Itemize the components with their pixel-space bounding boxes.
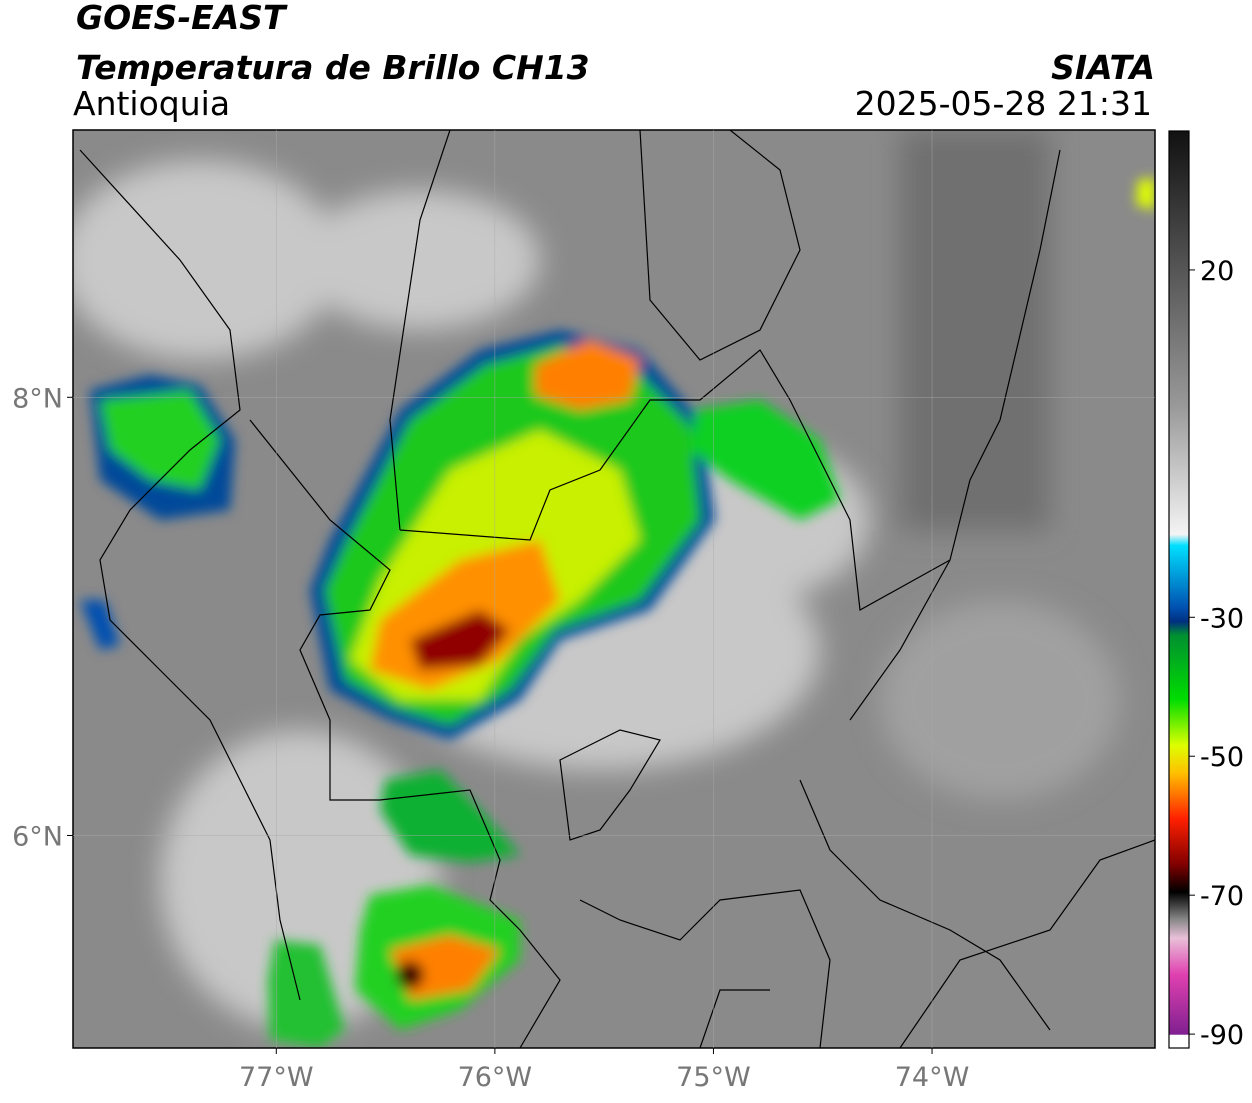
- title: GOES-EAST: [76, 0, 288, 37]
- colorbar-tick-label: -90: [1200, 1020, 1244, 1051]
- x-tick-label: 75°W: [676, 1062, 751, 1093]
- colorbar-tick-label: -30: [1200, 603, 1244, 634]
- datetime: 2025-05-28 21:31: [855, 84, 1152, 123]
- source: SIATA: [1051, 48, 1155, 87]
- map-frame: [72, 129, 1156, 1049]
- x-tick-label: 77°W: [239, 1062, 314, 1093]
- map-imagery: [73, 130, 1155, 1048]
- colorbar-tick-label: -70: [1200, 881, 1244, 912]
- subtitle: Temperatura de Brillo CH13: [76, 48, 590, 87]
- y-tick-label: 6°N: [12, 821, 63, 852]
- boundaries: [79, 130, 1155, 1048]
- x-tick-label: 74°W: [895, 1062, 970, 1093]
- region: Antioquia: [73, 84, 230, 123]
- colorbar-tick-label: 20: [1200, 256, 1234, 287]
- colorbar: [1168, 130, 1190, 1049]
- colorbar-tick-label: -50: [1200, 742, 1244, 773]
- x-tick-label: 76°W: [458, 1062, 533, 1093]
- y-tick-label: 8°N: [12, 383, 63, 414]
